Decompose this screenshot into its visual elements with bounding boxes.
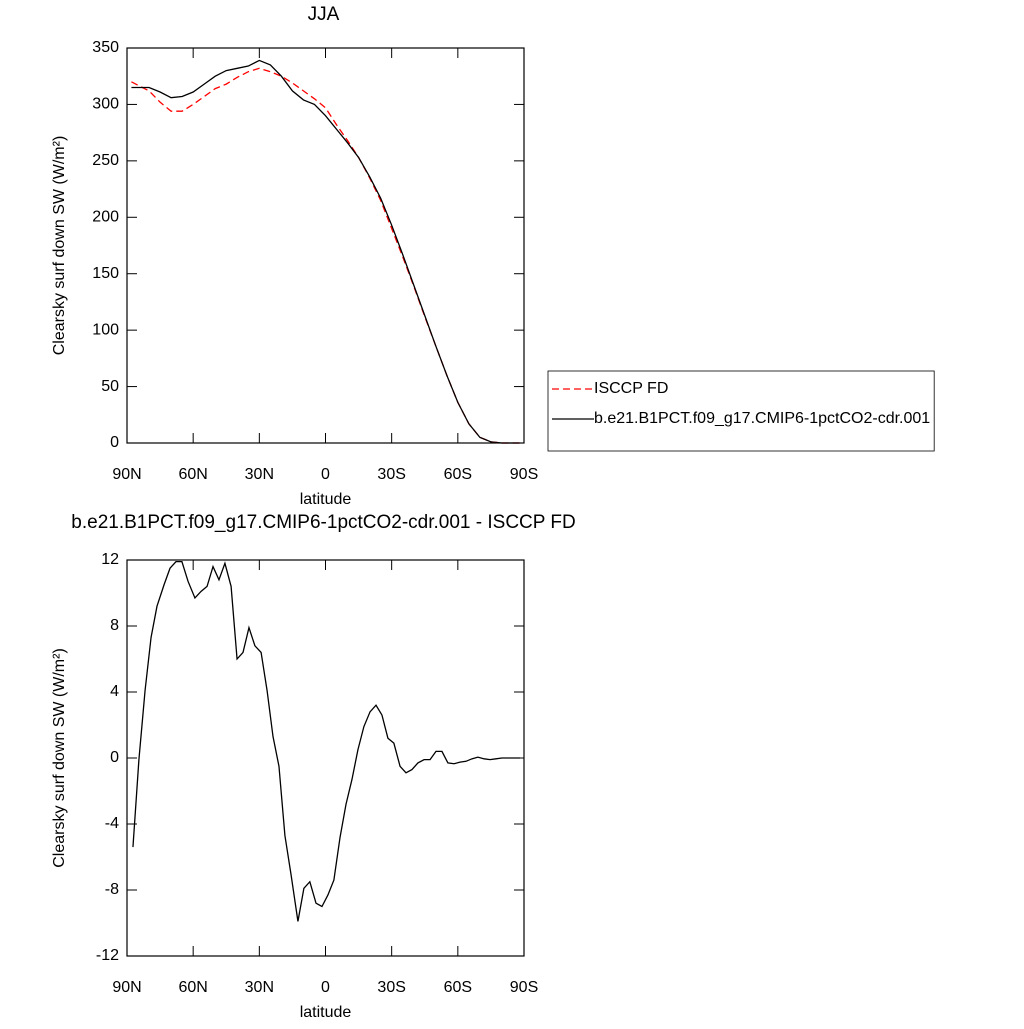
y-tick-label: 150: [92, 265, 119, 282]
y-tick-label: 350: [92, 39, 119, 56]
y-tick-label: 200: [92, 209, 119, 226]
y-tick-label: 50: [101, 378, 119, 395]
legend-label: b.e21.B1PCT.f09_g17.CMIP6-1pctCO2-cdr.00…: [594, 410, 930, 427]
legend-box: [547, 370, 935, 452]
x-tick-label: 60S: [444, 466, 472, 483]
x-tick-label: 60N: [178, 466, 207, 483]
y-tick-label: 0: [110, 749, 119, 766]
y-axis-label: Clearsky surf down SW (W/m²): [51, 136, 68, 356]
data-line: [131, 59, 520, 444]
x-axis-label: latitude: [300, 491, 352, 508]
y-tick-label: 250: [92, 152, 119, 169]
data-line: [132, 561, 521, 922]
plot-frame: [126, 559, 525, 957]
x-tick-label: 0: [321, 466, 330, 483]
y-tick-label: 100: [92, 321, 119, 338]
y-tick-label: -12: [96, 947, 119, 964]
y-tick-label: 300: [92, 96, 119, 113]
x-tick-label: 30N: [245, 466, 274, 483]
y-tick-label: -8: [105, 881, 119, 898]
data-line: [131, 67, 520, 444]
x-tick-label: 90N: [112, 466, 141, 483]
x-tick-label: 30S: [377, 466, 405, 483]
y-tick-label: -4: [105, 815, 119, 832]
x-tick-label: 0: [321, 979, 330, 996]
chart-title: JJA: [308, 4, 340, 25]
x-tick-label: 90S: [510, 466, 538, 483]
plot-frame: [126, 47, 525, 444]
y-tick-label: 4: [110, 683, 119, 700]
y-tick-label: 12: [101, 551, 119, 568]
y-axis-label: Clearsky surf down SW (W/m²): [51, 648, 68, 868]
x-tick-label: 30N: [245, 979, 274, 996]
legend-label: ISCCP FD: [594, 380, 668, 397]
x-tick-label: 60N: [178, 979, 207, 996]
y-tick-label: 0: [110, 434, 119, 451]
x-tick-label: 90N: [112, 979, 141, 996]
x-tick-label: 90S: [510, 979, 538, 996]
x-axis-label: latitude: [300, 1004, 352, 1021]
x-tick-label: 30S: [377, 979, 405, 996]
y-tick-label: 8: [110, 617, 119, 634]
x-tick-label: 60S: [444, 979, 472, 996]
chart-title: b.e21.B1PCT.f09_g17.CMIP6-1pctCO2-cdr.00…: [71, 512, 575, 533]
